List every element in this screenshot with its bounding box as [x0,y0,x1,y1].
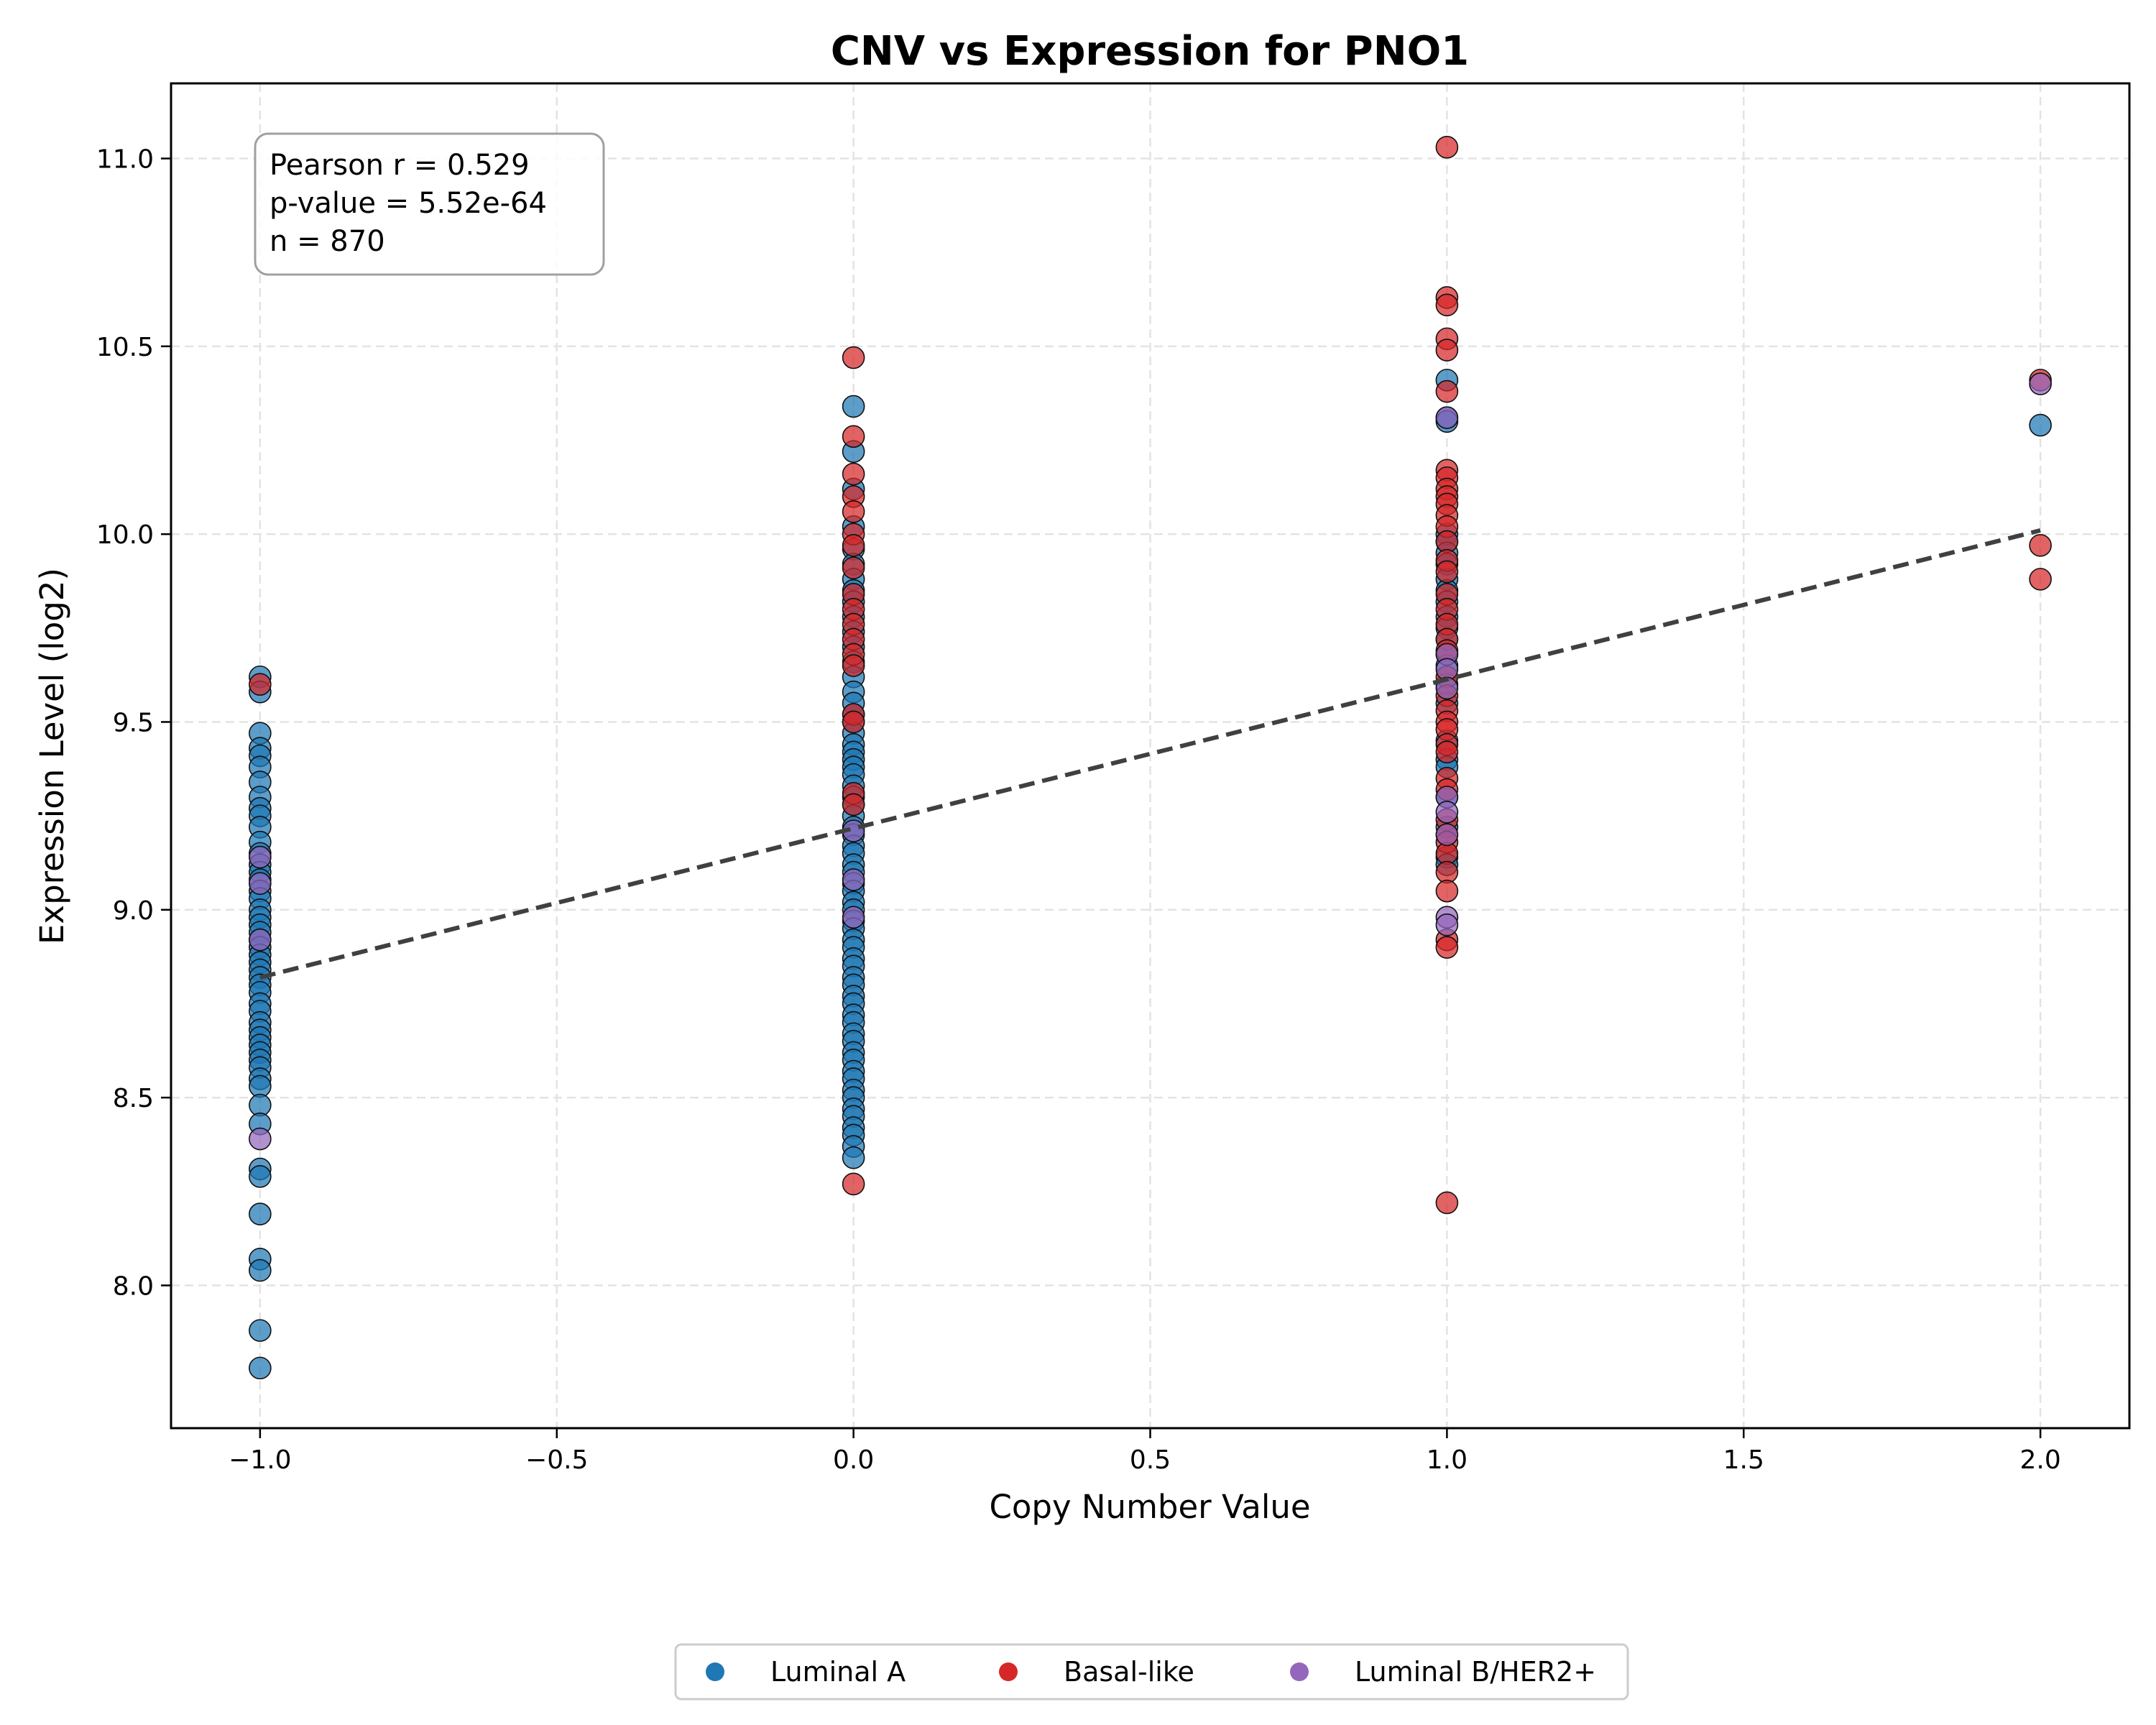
chart-title: CNV vs Expression for PNO1 [831,28,1469,75]
data-point [249,673,272,696]
data-point [842,556,865,579]
data-point [1435,406,1459,429]
trend-line-layer [259,528,2041,980]
data-points [249,136,2052,1380]
data-point [842,1172,865,1196]
data-point [249,1259,272,1282]
data-point [1435,339,1459,362]
x-tick-label: 1.5 [1723,1445,1764,1475]
legend-marker [999,1662,1018,1681]
data-point [249,845,272,869]
legend-label: Luminal B/HER2+ [1355,1656,1596,1688]
pearson-r-text: Pearson r = 0.529 [270,149,530,182]
data-point [249,928,272,952]
data-point [1435,293,1459,317]
x-tick-label: 0.5 [1130,1445,1171,1475]
data-point [842,395,865,418]
data-point [1435,801,1459,824]
legend-marker [706,1662,724,1681]
legend-label: Luminal A [770,1656,906,1688]
y-tick-label: 11.0 [96,145,154,175]
data-point [1435,879,1459,903]
data-point [1435,1191,1459,1215]
data-point [249,1319,272,1342]
data-point [1435,740,1459,764]
y-tick-label: 9.0 [113,896,154,926]
legend-marker [1290,1662,1309,1681]
y-tick-label: 9.5 [113,708,154,737]
data-point [2029,568,2052,591]
legend-label: Basal-like [1064,1656,1194,1688]
data-point [1435,380,1459,403]
data-point [842,534,865,557]
legend-item: Luminal A [706,1656,906,1688]
data-point [249,872,272,895]
legend: Luminal A Basal-like Luminal B/HER2+ [674,1643,1629,1701]
legend-frame [674,1643,1629,1701]
data-point [842,500,865,523]
x-tick-label: 2.0 [2020,1445,2061,1475]
data-point [1435,136,1459,159]
y-axis-ticks: 8.0 8.5 9.0 9.5 10.0 10.5 11.0 [96,145,171,1301]
data-point [842,462,865,486]
data-point [2029,534,2052,557]
data-point [842,868,865,891]
data-point [249,1202,272,1225]
legend-item: Luminal B/HER2+ [1290,1656,1596,1688]
x-axis-ticks: −1.0 −0.5 0.0 0.5 1.0 1.5 2.0 [229,1428,2061,1475]
data-point [842,654,865,677]
data-point [842,793,865,816]
y-tick-label: 10.0 [96,520,154,550]
data-point [842,1146,865,1169]
data-point [249,1165,272,1188]
y-tick-label: 8.5 [113,1084,154,1113]
y-tick-label: 8.0 [113,1271,154,1301]
x-tick-label: −0.5 [525,1445,588,1475]
n-text: n = 870 [270,225,385,258]
data-point [249,1127,272,1151]
data-point [1435,560,1459,584]
stats-box-frame [254,132,605,276]
series-basal-like [249,136,2052,1215]
x-tick-label: −1.0 [229,1445,291,1475]
legend-items: Luminal A Basal-like Luminal B/HER2+ [706,1656,1596,1688]
trend-line [259,528,2041,980]
x-axis-label: Copy Number Value [989,1488,1310,1526]
stats-box: Pearson r = 0.529 p-value = 5.52e-64 n =… [254,132,605,276]
data-point [842,425,865,448]
data-point [2029,372,2052,395]
data-point [249,1356,272,1380]
data-point [842,906,865,929]
series-luminal-b-her2- [249,372,2052,1151]
y-tick-label: 10.5 [96,333,154,362]
data-point [842,710,865,734]
x-tick-label: 1.0 [1427,1445,1468,1475]
legend-item: Basal-like [999,1656,1194,1688]
p-value-text: p-value = 5.52e-64 [270,187,547,220]
data-point [1435,936,1459,959]
data-point [1435,823,1459,847]
data-point [2029,413,2052,437]
y-axis-label: Expression Level (log2) [33,568,71,944]
data-point [1435,913,1459,937]
data-point [842,346,865,369]
x-tick-label: 0.0 [833,1445,874,1475]
